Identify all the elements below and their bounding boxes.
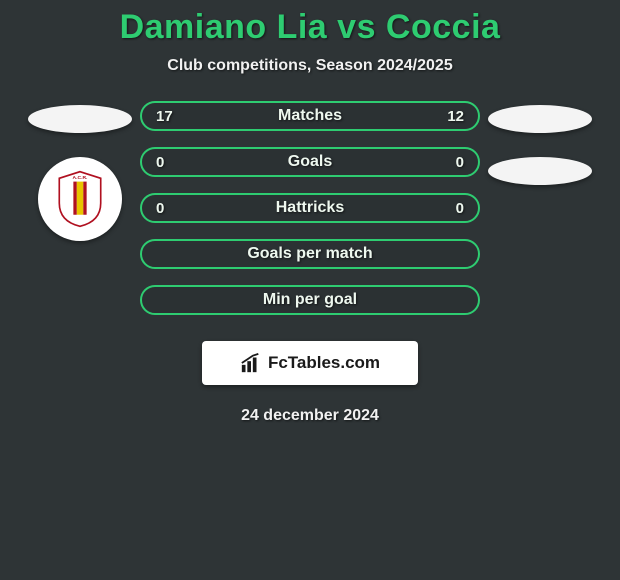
left-flag-oval	[28, 105, 132, 133]
left-club-crest: A.C.R.	[38, 157, 122, 241]
comparison-content: A.C.R. 17 Matches 12 0 Goals 0 0 Hattric…	[0, 101, 620, 425]
messina-crest-icon: A.C.R.	[55, 170, 105, 228]
stat-label: Min per goal	[263, 291, 357, 309]
bar-chart-icon	[240, 352, 262, 374]
footer-date: 24 december 2024	[241, 407, 379, 425]
stat-row-min-per-goal: Min per goal	[140, 285, 480, 315]
stat-left-value: 17	[156, 108, 173, 125]
stat-label: Hattricks	[276, 199, 344, 217]
stat-right-value: 0	[456, 154, 464, 171]
page-title: Damiano Lia vs Coccia	[120, 8, 501, 47]
right-badges-column	[480, 101, 600, 425]
stat-row-matches: 17 Matches 12	[140, 101, 480, 131]
page-subtitle: Club competitions, Season 2024/2025	[167, 57, 452, 75]
stat-row-hattricks: 0 Hattricks 0	[140, 193, 480, 223]
brand-logo-box: FcTables.com	[202, 341, 418, 385]
stat-label: Goals	[288, 153, 332, 171]
stat-right-value: 12	[447, 108, 464, 125]
stat-left-value: 0	[156, 200, 164, 217]
stat-row-goals-per-match: Goals per match	[140, 239, 480, 269]
stat-row-goals: 0 Goals 0	[140, 147, 480, 177]
stat-right-value: 0	[456, 200, 464, 217]
right-flag-oval-2	[488, 157, 592, 185]
brand-text: FcTables.com	[268, 353, 380, 373]
stat-rows: 17 Matches 12 0 Goals 0 0 Hattricks 0 Go…	[140, 101, 480, 425]
left-badges-column: A.C.R.	[20, 101, 140, 425]
stat-left-value: 0	[156, 154, 164, 171]
right-flag-oval-1	[488, 105, 592, 133]
stat-label: Goals per match	[247, 245, 372, 263]
svg-text:A.C.R.: A.C.R.	[73, 175, 89, 181]
comparison-infographic: Damiano Lia vs Coccia Club competitions,…	[0, 0, 620, 425]
stat-label: Matches	[278, 107, 342, 125]
